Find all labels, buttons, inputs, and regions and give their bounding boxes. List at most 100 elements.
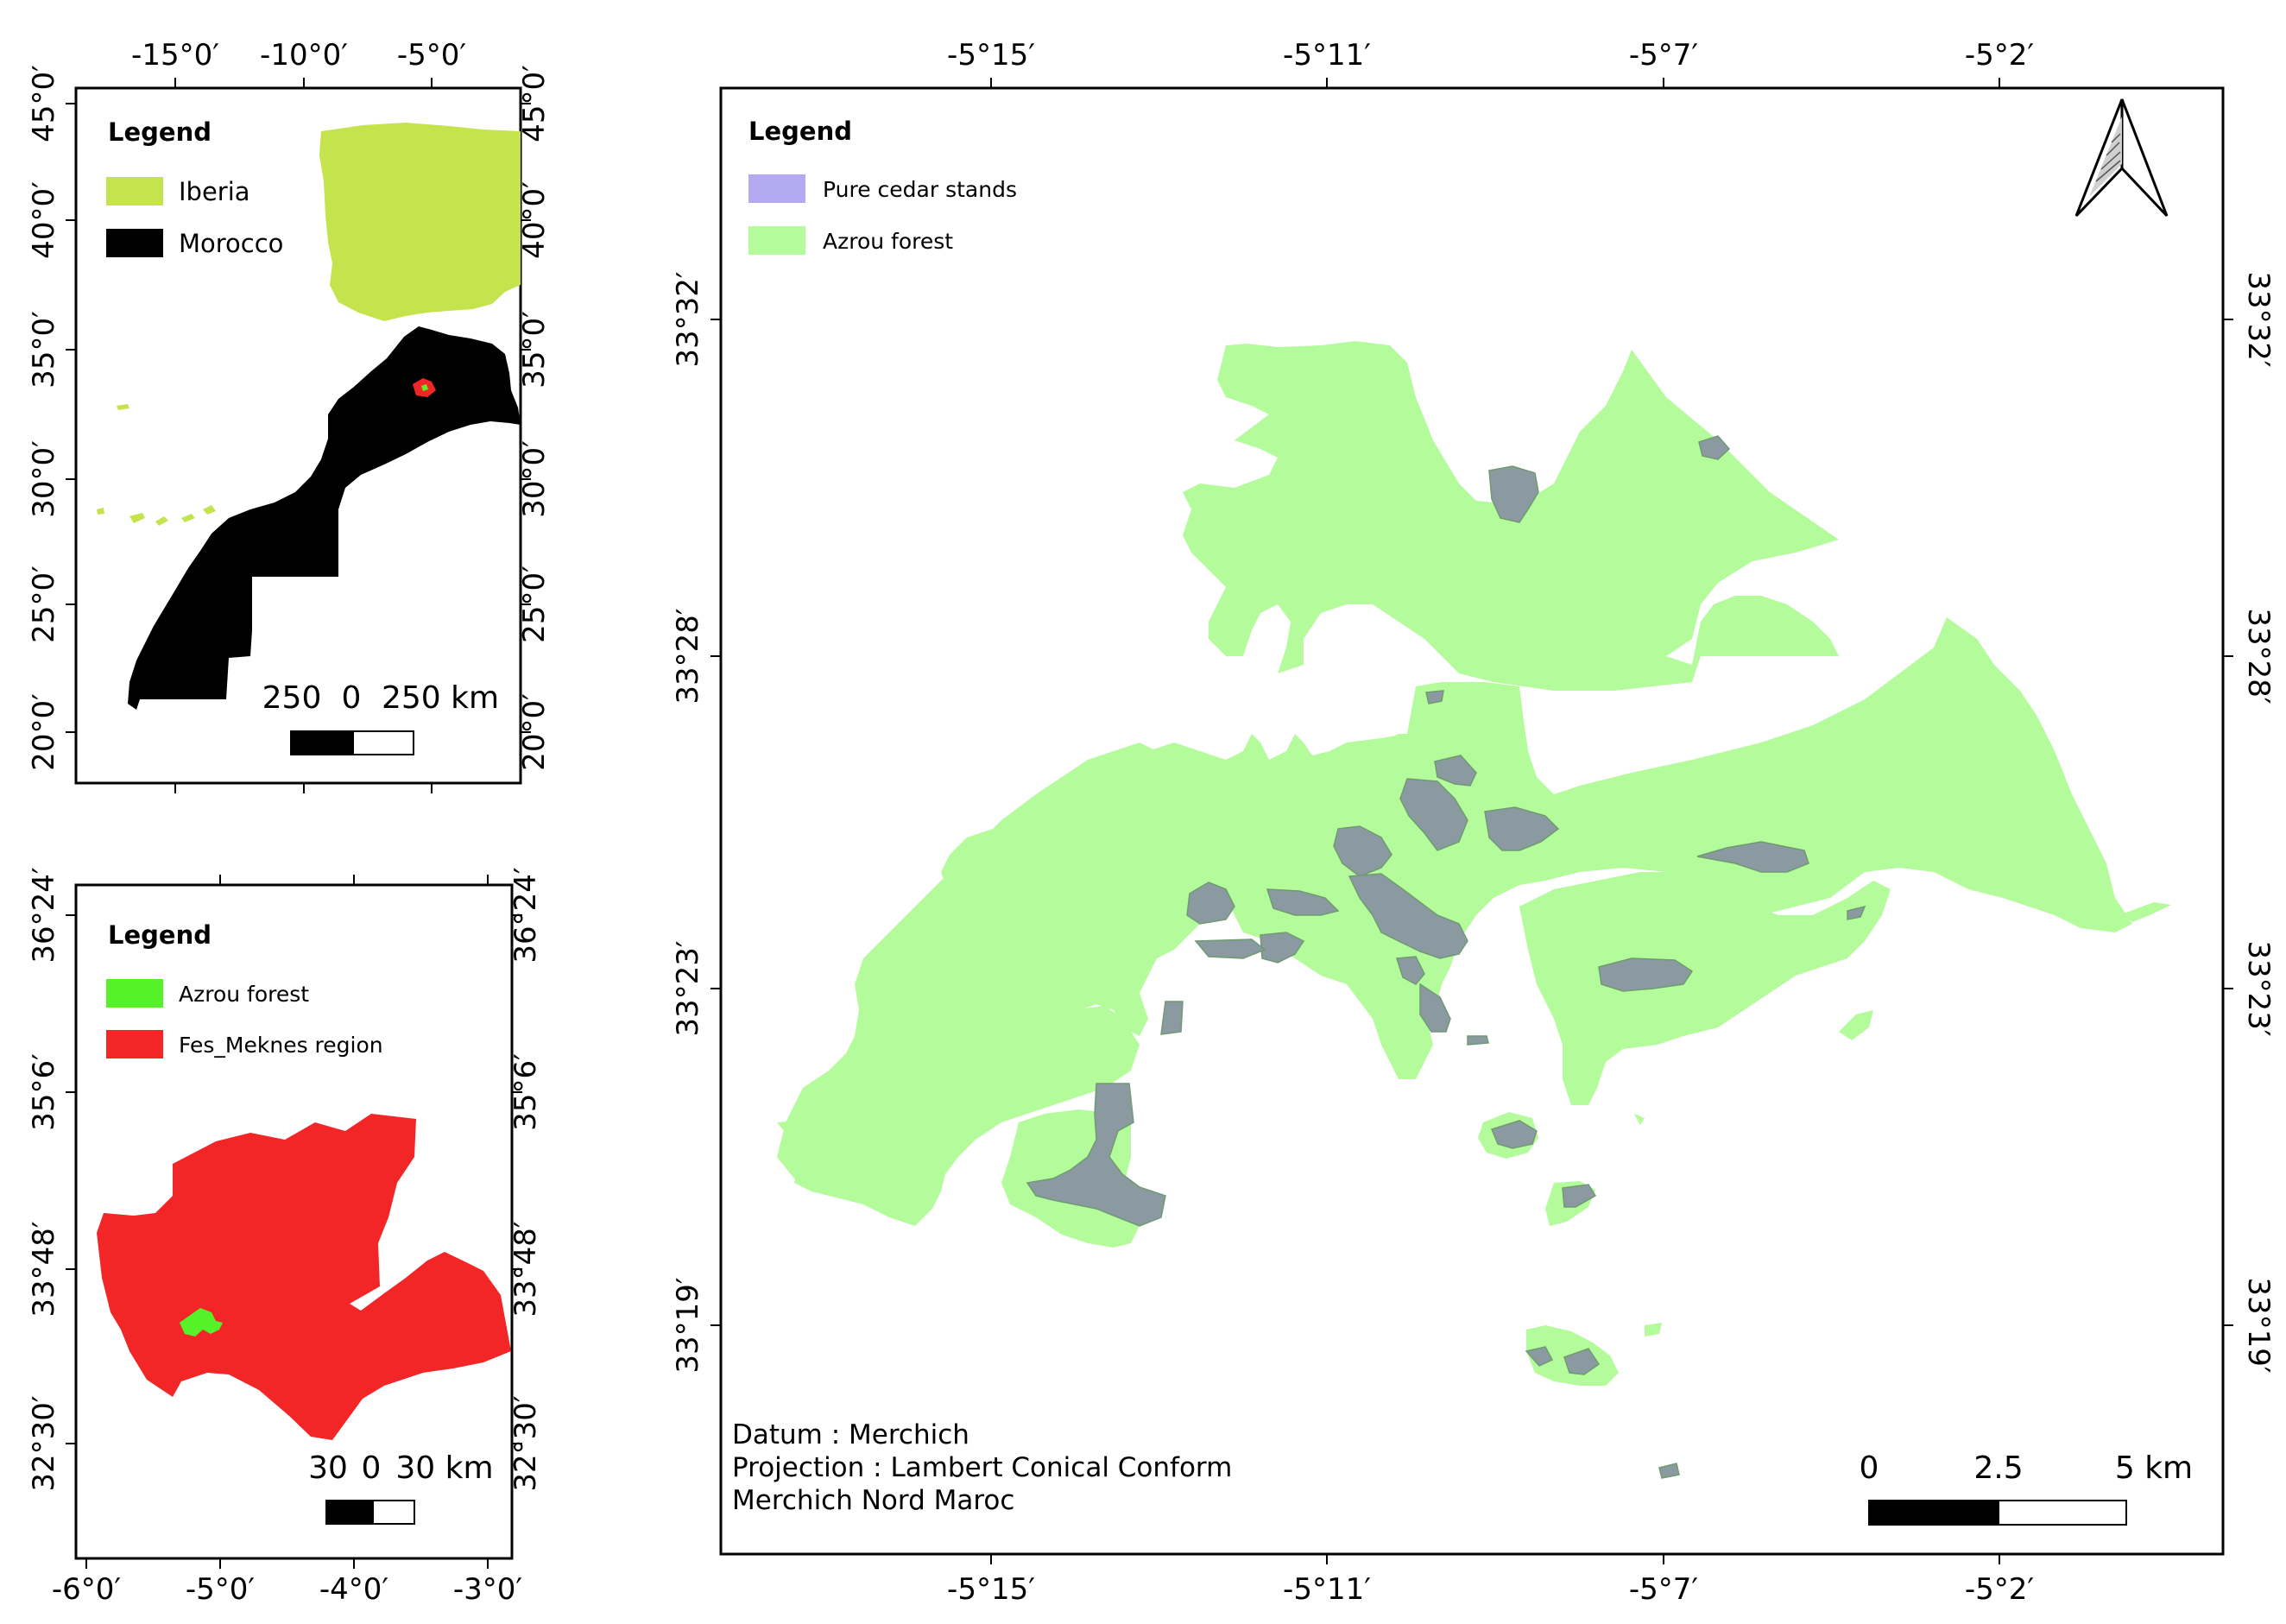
inset2-right-tick: 35°6′ — [508, 1053, 543, 1131]
main-left-tick: 33°28′ — [671, 608, 705, 704]
main-scale-label: 2.5 — [1973, 1450, 2023, 1486]
inset1-scale-label: 250 km — [382, 680, 499, 716]
cedar-stand — [1396, 956, 1425, 985]
inset2-scale-label: 30 km — [395, 1450, 493, 1486]
canary-islands — [181, 514, 195, 522]
cedar-stand — [1333, 825, 1392, 877]
fes-meknes-shape — [97, 1114, 511, 1440]
inset1-tick-marks — [66, 78, 531, 793]
inset1-right-tick: 35°0′ — [517, 311, 552, 389]
main-left-tick: 33°19′ — [671, 1277, 705, 1373]
north-arrow-icon — [2074, 98, 2169, 218]
canary-islands — [97, 508, 104, 515]
main-right-tick: 33°28′ — [2241, 608, 2276, 704]
forest-polygon-small — [2124, 902, 2171, 922]
cedar-stand — [1186, 882, 1235, 925]
cedar-stand — [1399, 778, 1468, 851]
inset2-bottom-tick: -6°0′ — [52, 1572, 121, 1607]
forest-polygon-small — [1839, 1010, 1873, 1040]
inset2-bottom-tick: -4°0′ — [319, 1572, 388, 1607]
morocco-shape — [128, 326, 521, 710]
study-area-marker-forest — [421, 384, 428, 391]
legend-label-forest: Azrou forest — [823, 229, 953, 254]
main-scale-label: 5 km — [2115, 1450, 2193, 1486]
inset2-scale-label: 30 — [308, 1450, 348, 1486]
cedar-stand — [1266, 888, 1340, 916]
cedar-stand — [1488, 465, 1539, 523]
main-top-tick: -5°11′ — [1283, 38, 1371, 73]
cedar-stand — [1194, 938, 1266, 959]
cedar-stand — [1160, 1001, 1184, 1035]
cedar-stand-polygons — [1026, 435, 1866, 1479]
inset1-right-tick: 30°0′ — [517, 440, 552, 518]
main-top-tick: -5°2′ — [1965, 38, 2034, 73]
inset1-left-tick: 25°0′ — [27, 566, 61, 643]
inset1-scale-bar-black — [290, 730, 354, 755]
inset2-left-tick: 35°6′ — [27, 1053, 61, 1131]
forest-polygon-west — [777, 1118, 915, 1187]
legend-label-iberia: Iberia — [179, 177, 250, 206]
main-bottom-tick: -5°11′ — [1283, 1572, 1371, 1607]
legend-label-cedar: Pure cedar stands — [823, 177, 1017, 202]
inset1-scale-label: 250 — [262, 680, 322, 716]
inset2-right-tick: 32°30′ — [508, 1395, 543, 1491]
inset2-scale-label: 0 — [362, 1450, 382, 1486]
main-legend-title: Legend — [748, 117, 852, 146]
inset1-left-tick: 20°0′ — [27, 693, 61, 771]
inset2-bottom-tick: -5°0′ — [186, 1572, 255, 1607]
cedar-stand — [1026, 1083, 1166, 1227]
inset2-scale-bar-black — [325, 1500, 374, 1525]
inset2-legend-title: Legend — [108, 920, 212, 950]
cedar-stand — [1698, 435, 1731, 460]
canary-islands — [203, 505, 216, 515]
legend-swatch-morocco — [106, 229, 163, 257]
cedar-stand — [1563, 1348, 1601, 1375]
main-top-tick: -5°7′ — [1629, 38, 1698, 73]
canary-islands — [129, 513, 145, 523]
inset1-left-tick: 35°0′ — [27, 311, 61, 389]
legend-swatch-cedar — [748, 174, 805, 203]
legend-swatch-forest — [748, 226, 805, 255]
inset2-left-tick: 36°24′ — [27, 867, 61, 963]
cedar-stand — [1434, 755, 1477, 787]
forest-polygon-central — [941, 617, 2132, 1079]
cedar-stand — [1425, 690, 1444, 705]
azrou-forest-inset — [180, 1308, 223, 1336]
cedar-stand — [1260, 932, 1305, 964]
main-tick-marks — [710, 78, 2233, 1564]
inset-iberia-morocco: -15°0′ -10°0′ -5°0′ 45°0′ 40°0′ 35°0′ 30… — [27, 38, 552, 793]
main-left-tick: 33°23′ — [671, 940, 705, 1036]
main-scale-bar-black — [1868, 1500, 1999, 1526]
main-right-tick: 33°32′ — [2241, 271, 2276, 367]
inset1-top-tick: -5°0′ — [397, 38, 466, 73]
inset1-left-tick: 40°0′ — [27, 181, 61, 259]
cedar-stand — [1562, 1184, 1597, 1208]
inset1-scale-label: 0 — [342, 680, 362, 716]
cedar-stand — [1658, 1463, 1680, 1479]
inset2-right-tick: 33°48′ — [508, 1221, 543, 1317]
inset1-right-tick: 25°0′ — [517, 566, 552, 643]
main-scale-bar-white — [1998, 1500, 2127, 1526]
main-left-tick: 33°32′ — [671, 271, 705, 367]
datum-note: Datum : Merchich — [732, 1419, 969, 1450]
cedar-stand — [1598, 957, 1694, 992]
inset2-bottom-tick: -3°0′ — [453, 1572, 522, 1607]
inset1-right-tick: 20°0′ — [517, 693, 552, 771]
forest-polygon-east-lower — [1519, 872, 1891, 1105]
inset2-right-tick: 36°24′ — [508, 867, 543, 963]
inset-fes-meknes: -6°0′ -5°0′ -4°0′ -3°0′ 36°24′ 35°6′ 33°… — [27, 867, 543, 1607]
legend-swatch-iberia — [106, 177, 163, 205]
cedar-stand — [1525, 1346, 1554, 1367]
inset2-tick-marks — [66, 875, 522, 1569]
inset1-left-tick: 45°0′ — [27, 65, 61, 142]
inset2-left-tick: 32°30′ — [27, 1395, 61, 1491]
cedar-stand — [1467, 1035, 1489, 1046]
cedar-stand — [1419, 983, 1451, 1033]
legend-label-azrou: Azrou forest — [179, 982, 309, 1007]
canary-islands — [117, 404, 129, 410]
inset1-right-tick: 45°0′ — [517, 65, 552, 142]
ellipsoid-note: Merchich Nord Maroc — [732, 1485, 1014, 1516]
main-right-tick: 33°23′ — [2241, 940, 2276, 1036]
cedar-stand — [1484, 806, 1560, 851]
